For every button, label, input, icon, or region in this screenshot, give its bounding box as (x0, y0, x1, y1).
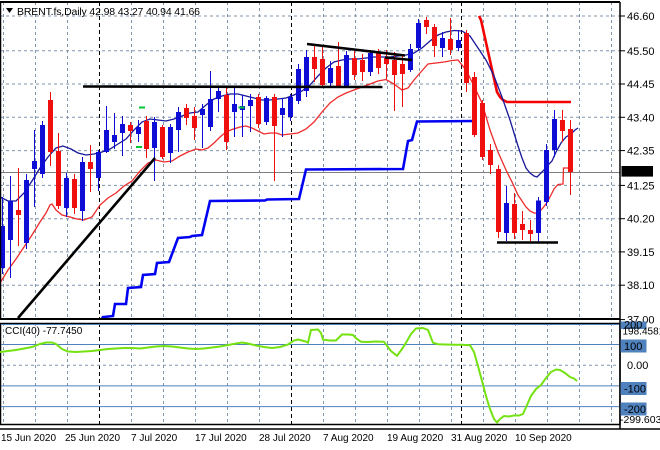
svg-text:10 Sep 2020: 10 Sep 2020 (515, 433, 572, 444)
svg-text:19 Aug 2020: 19 Aug 2020 (387, 433, 444, 444)
svg-text:28 Jul 2020: 28 Jul 2020 (259, 433, 311, 444)
svg-text:7 Aug 2020: 7 Aug 2020 (323, 433, 374, 444)
svg-text:25 Jun 2020: 25 Jun 2020 (65, 433, 120, 444)
svg-text:46.60: 46.60 (627, 11, 655, 23)
svg-text:0.00: 0.00 (627, 360, 648, 372)
svg-text:-100: -100 (624, 384, 646, 396)
svg-text:15 Jun 2020: 15 Jun 2020 (1, 433, 56, 444)
svg-text:31 Aug 2020: 31 Aug 2020 (451, 433, 508, 444)
svg-text:-299.603: -299.603 (620, 414, 660, 426)
svg-text:17 Jul 2020: 17 Jul 2020 (195, 433, 247, 444)
svg-text:-200: -200 (624, 404, 646, 416)
svg-text:CCI(40) -77.7450: CCI(40) -77.7450 (5, 326, 83, 337)
svg-text:200: 200 (624, 320, 642, 332)
svg-text:44.45: 44.45 (627, 79, 655, 91)
svg-text:38.10: 38.10 (627, 280, 655, 292)
svg-text:41.25: 41.25 (627, 180, 655, 192)
svg-text:7 Jul 2020: 7 Jul 2020 (131, 433, 178, 444)
svg-text:41.66: 41.66 (625, 166, 651, 178)
svg-text:45.50: 45.50 (627, 46, 655, 58)
svg-text:43.40: 43.40 (627, 112, 655, 124)
svg-text:BRENT.fs,Daily 42.98 43.27 40: BRENT.fs,Daily 42.98 43.27 40.94 41.66 (17, 6, 200, 18)
svg-text:40.20: 40.20 (627, 214, 655, 226)
svg-text:39.15: 39.15 (627, 247, 655, 259)
svg-text:42.35: 42.35 (627, 146, 655, 158)
svg-text:100: 100 (624, 341, 642, 353)
